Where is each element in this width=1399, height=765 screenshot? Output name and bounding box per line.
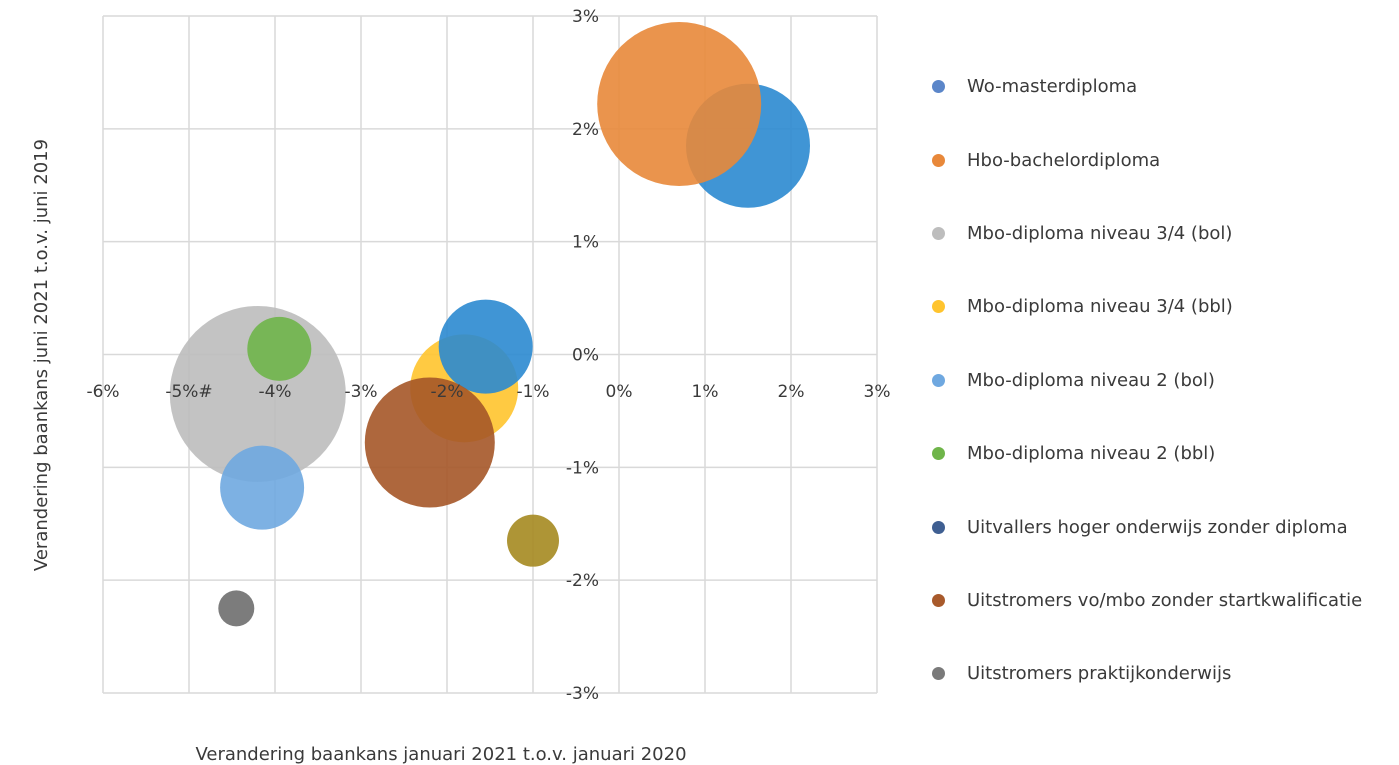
legend-item: Mbo-diploma niveau 2 (bbl) <box>932 417 1392 490</box>
legend-label: Uitvallers hoger onderwijs zonder diplom… <box>967 516 1348 538</box>
x-tick-label: -4% <box>258 382 291 402</box>
y-tick-label: -1% <box>566 458 599 478</box>
y-axis-label: Verandering baankans juni 2021 t.o.v. ju… <box>31 139 52 571</box>
legend-item: Hbo-bachelordiploma <box>932 123 1392 196</box>
bubble <box>507 514 559 567</box>
legend: Wo-masterdiploma Hbo-bachelordiploma Mbo-d… <box>932 50 1392 711</box>
legend-label: Wo-masterdiploma <box>967 76 1138 98</box>
y-tick-label: -2% <box>566 571 599 591</box>
x-tick-label: -6% <box>86 382 119 402</box>
x-tick-label: -2% <box>430 382 463 402</box>
legend-item: Wo-masterdiploma <box>932 50 1392 123</box>
bubble <box>364 377 495 508</box>
y-tick-label: 0% <box>572 346 599 366</box>
legend-item: Mbo-diploma niveau 3/4 (bbl) <box>932 270 1392 343</box>
bubble <box>247 316 312 381</box>
x-tick-label: 1% <box>692 382 719 402</box>
legend-item: Uitstromers praktijkonderwijs <box>932 637 1392 710</box>
legend-label: Mbo-diploma niveau 2 (bbl) <box>967 443 1216 465</box>
legend-marker <box>932 300 945 314</box>
x-tick-label: -5%# <box>165 382 212 402</box>
x-tick-label: 0% <box>606 382 633 402</box>
legend-label: Mbo-diploma niveau 3/4 (bol) <box>967 222 1233 244</box>
bubble <box>438 299 533 394</box>
legend-label: Hbo-bachelordiploma <box>967 149 1161 171</box>
bubble <box>597 22 762 187</box>
bubbles <box>169 22 810 627</box>
legend-label: Uitstromers praktijkonderwijs <box>967 663 1232 685</box>
legend-marker <box>932 153 945 167</box>
legend-item: Uitvallers hoger onderwijs zonder diplom… <box>932 490 1392 563</box>
y-tick-label: -3% <box>566 684 599 704</box>
legend-marker <box>932 667 945 681</box>
x-tick-label: 2% <box>778 382 805 402</box>
x-tick-label: -3% <box>344 382 377 402</box>
legend-marker <box>932 226 945 240</box>
legend-marker <box>932 373 945 387</box>
legend-marker <box>932 520 945 534</box>
legend-item: Mbo-diploma niveau 3/4 (bol) <box>932 197 1392 270</box>
legend-item: Uitstromers vo/mbo zonder startkwalifica… <box>932 564 1392 637</box>
legend-label: Uitstromers vo/mbo zonder startkwalifica… <box>967 589 1363 611</box>
y-tick-label: 3% <box>572 7 599 27</box>
x-tick-label: -1% <box>516 382 549 402</box>
y-tick-label: 2% <box>572 120 599 140</box>
y-tick-labels: 3% 2% 1% 0% -1% -2% -3% <box>566 7 599 704</box>
y-tick-label: 1% <box>572 233 599 253</box>
legend-item: Mbo-diploma niveau 2 (bol) <box>932 344 1392 417</box>
bubble <box>218 590 255 627</box>
x-tick-labels: -6% -5%# -4% -3% -2% -1% 0% 1% 2% 3% <box>86 382 890 402</box>
legend-marker <box>932 447 945 461</box>
legend-marker <box>932 80 945 94</box>
x-axis-label: Verandering baankans januari 2021 t.o.v.… <box>195 744 686 765</box>
legend-label: Mbo-diploma niveau 2 (bol) <box>967 369 1215 391</box>
x-tick-label: 3% <box>864 382 891 402</box>
bubble <box>220 445 305 530</box>
legend-label: Mbo-diploma niveau 3/4 (bbl) <box>967 296 1233 318</box>
legend-marker <box>932 593 945 607</box>
